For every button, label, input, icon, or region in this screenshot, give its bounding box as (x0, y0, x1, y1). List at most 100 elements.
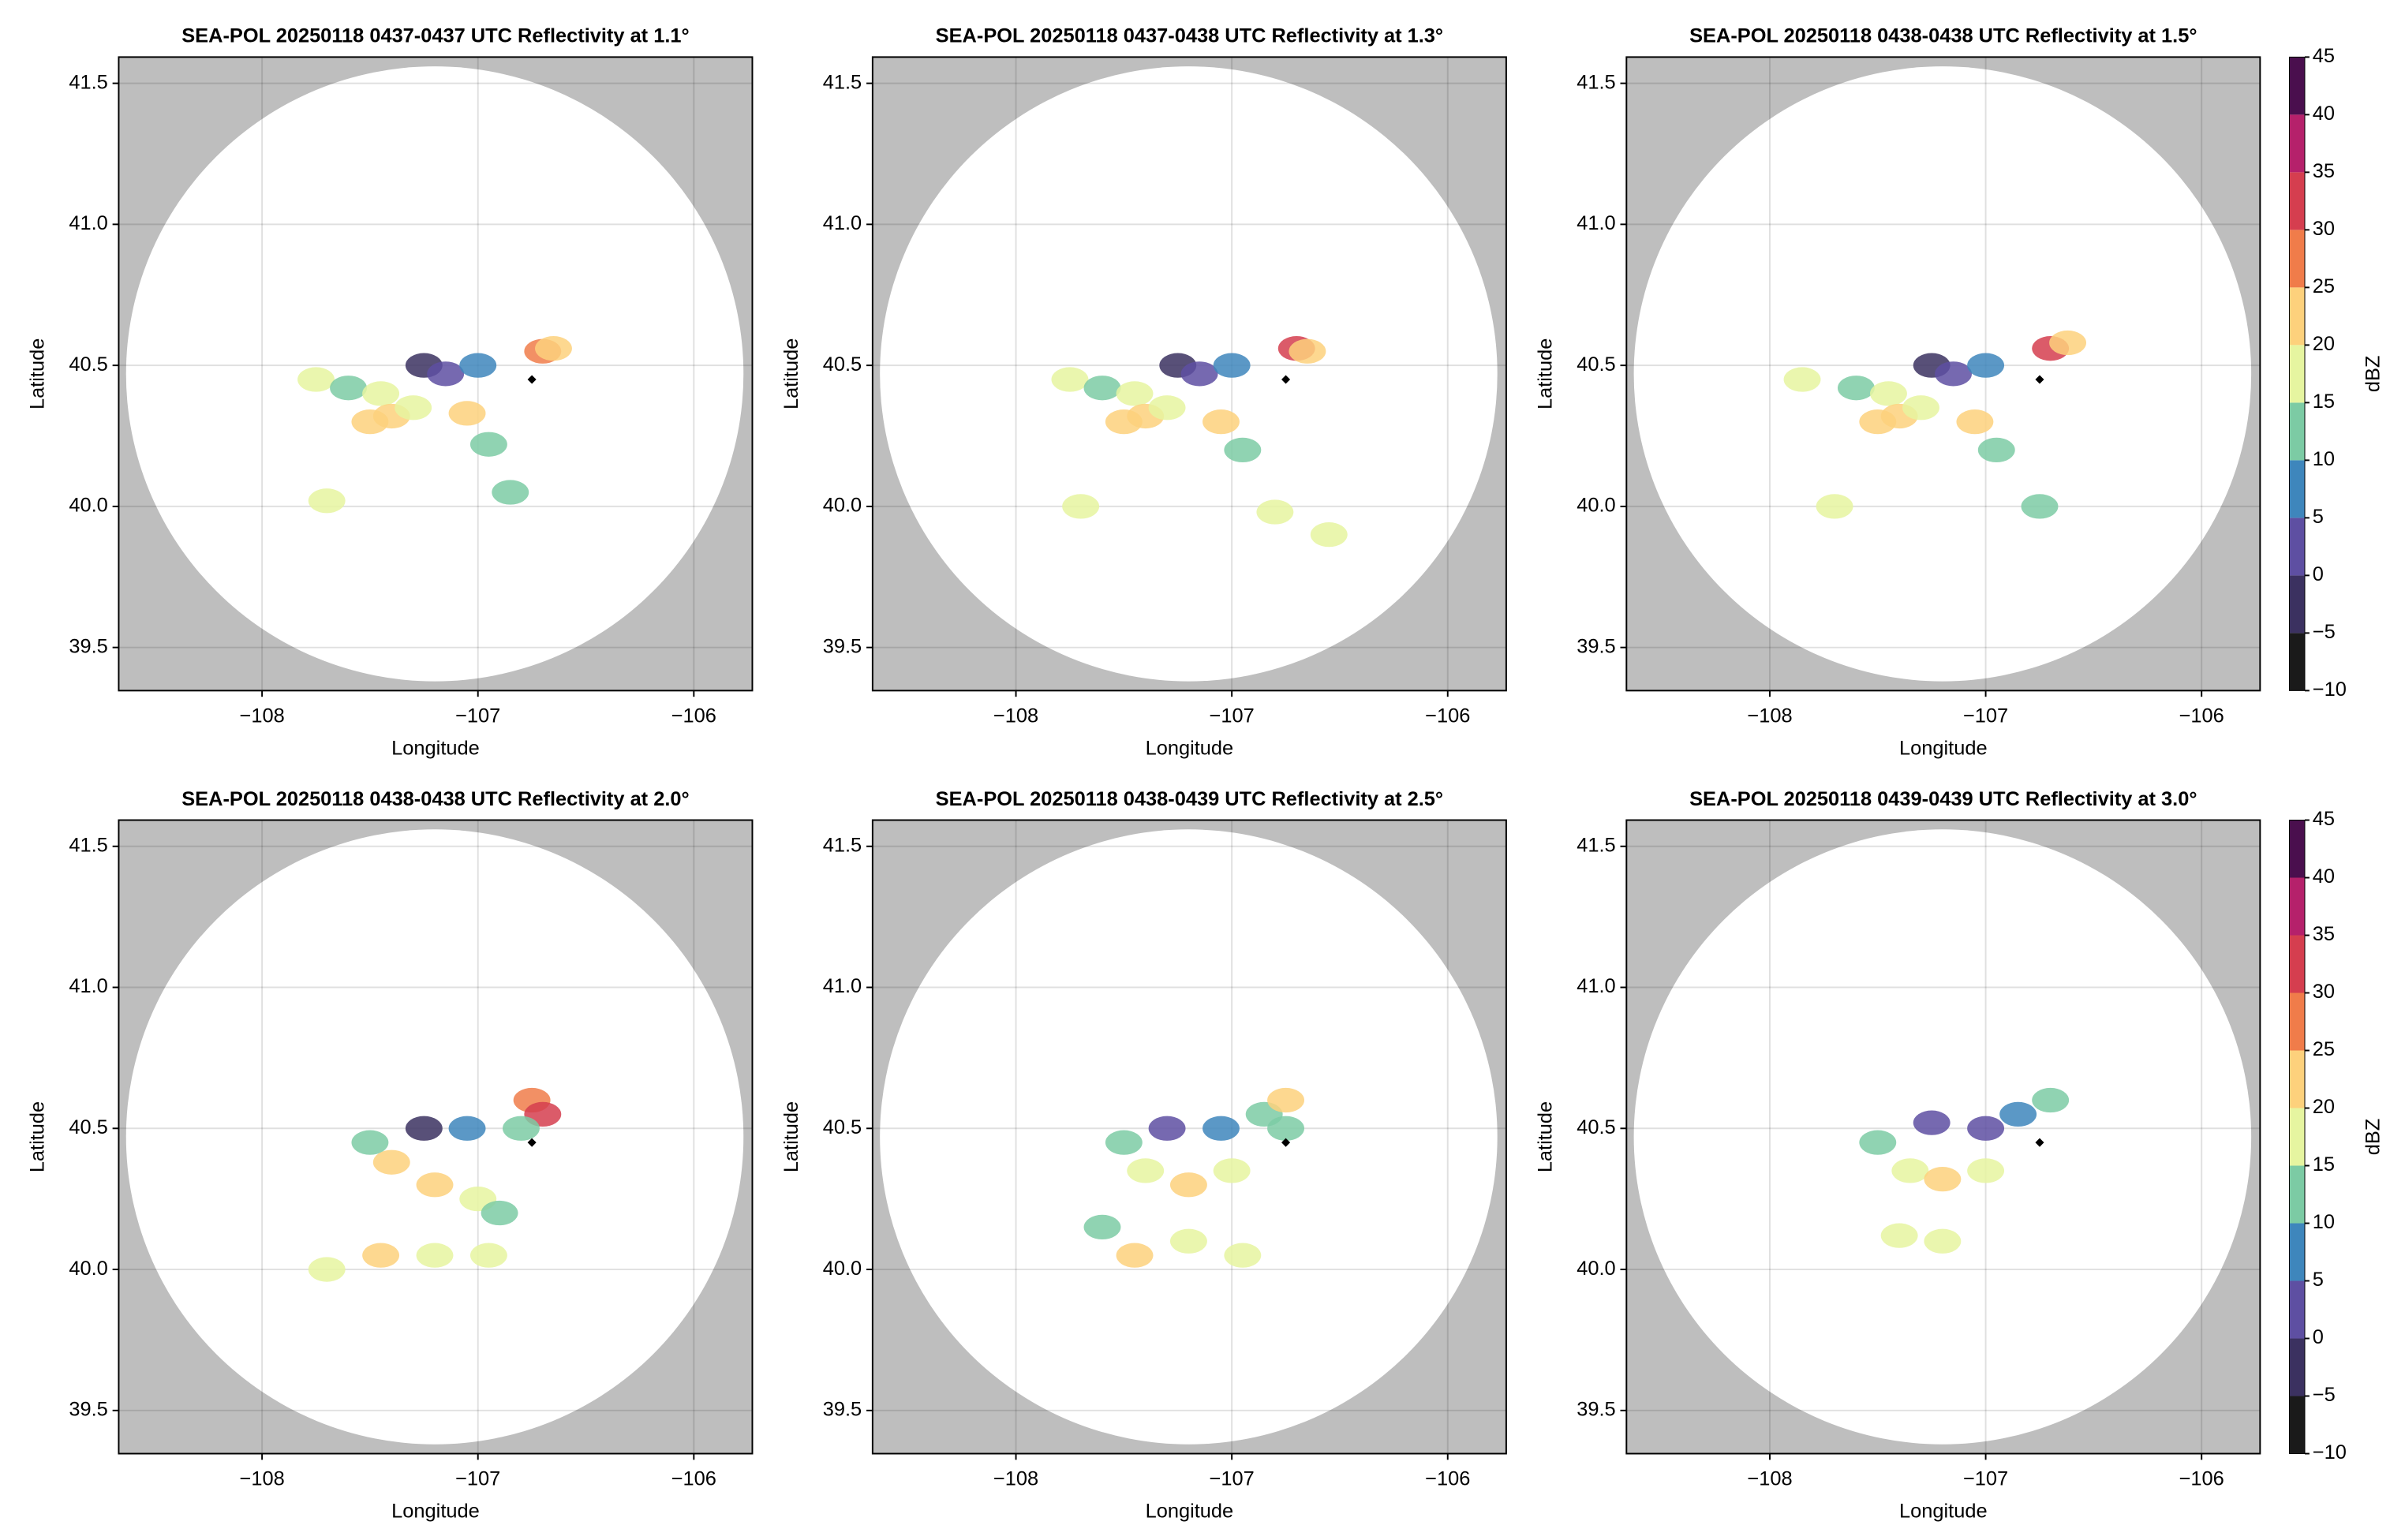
y-tick-label: 41.0 (1577, 975, 1615, 997)
echo (351, 409, 389, 435)
chart-title: SEA-POL 20250118 0438-0438 UTC Reflectiv… (1689, 25, 2197, 47)
colorbar-frame (2288, 56, 2306, 691)
y-tick-label: 41.0 (823, 212, 862, 234)
echo (1116, 1243, 1154, 1268)
colorbar-tick-label: 20 (2313, 333, 2335, 355)
echo (1105, 1130, 1143, 1155)
plot-area (1626, 820, 2261, 1454)
echo (330, 376, 368, 401)
echo (1924, 1228, 1962, 1254)
echo (1127, 1158, 1165, 1183)
axes-frame (118, 56, 754, 692)
x-tick-label: −106 (2179, 705, 2224, 727)
coverage-disk (1633, 829, 2252, 1445)
echo (308, 1257, 346, 1282)
echo (308, 488, 346, 514)
x-tick-label: −108 (993, 705, 1038, 727)
y-tick-label: 40.0 (1577, 495, 1615, 517)
echo (1202, 409, 1240, 435)
y-axis-label: Latitude (780, 1101, 802, 1172)
colorbar-segment (2289, 1396, 2305, 1454)
x-tick-label: −107 (1963, 705, 2008, 727)
y-tick-label: 40.5 (69, 1116, 107, 1138)
axes-frame (1625, 819, 2261, 1455)
echo (1783, 367, 1821, 392)
colorbar-segment (2289, 287, 2305, 346)
y-tick-label: 40.0 (69, 1258, 107, 1280)
echo (351, 1130, 389, 1155)
x-tick-label: −107 (455, 1467, 500, 1490)
y-tick-label: 41.5 (1577, 71, 1615, 93)
colorbar-tick-label: 30 (2313, 218, 2335, 240)
colorbar-tick-label: −10 (2313, 1441, 2347, 1463)
radar-site (1281, 1138, 1291, 1147)
y-tick-label: 39.5 (69, 1399, 107, 1421)
colorbar-segment (2289, 57, 2305, 115)
y-tick-label: 39.5 (69, 635, 107, 657)
colorbar-segment (2289, 460, 2305, 518)
echo (1935, 361, 1972, 387)
colorbar-segment (2289, 820, 2305, 878)
colorbar-tick-label: 25 (2313, 1038, 2335, 1060)
colorbar-segment (2289, 1108, 2305, 1166)
echo (1891, 1158, 1929, 1183)
echo (448, 401, 486, 426)
echo (1169, 1228, 1207, 1254)
x-tick-label: −107 (1210, 1467, 1255, 1490)
radar-site (527, 375, 537, 384)
echo (1202, 1116, 1240, 1141)
colorbar-segment (2289, 518, 2305, 576)
colorbar-tick-label: 10 (2313, 1211, 2335, 1233)
colorbar-tick-label: 25 (2313, 275, 2335, 297)
echo (1083, 376, 1121, 401)
y-tick-label: 40.5 (1577, 353, 1615, 376)
x-tick-label: −108 (993, 1467, 1038, 1490)
echo (1913, 1110, 1951, 1135)
colorbar-segment (2289, 345, 2305, 403)
x-axis-label: Longitude (1146, 737, 1234, 759)
colorbar-segment (2289, 575, 2305, 634)
chart-title: SEA-POL 20250118 0437-0438 UTC Reflectiv… (936, 25, 1443, 47)
echo (2049, 330, 2087, 356)
echo (1859, 409, 1897, 435)
plot-area (1626, 57, 2261, 691)
echo (1837, 376, 1875, 401)
echo (1870, 381, 1907, 406)
echo (362, 381, 400, 406)
y-tick-label: 39.5 (1577, 1399, 1615, 1421)
axes-frame (118, 819, 754, 1455)
echo (469, 432, 507, 457)
echo (362, 1243, 400, 1268)
y-tick-label: 41.0 (1577, 212, 1615, 234)
echo (1256, 499, 1294, 525)
echo (405, 1116, 443, 1141)
colorbar-frame (2288, 820, 2306, 1455)
colorbar-tick-label: −5 (2313, 621, 2336, 643)
colorbar-tick-label: 15 (2313, 391, 2335, 413)
plot-area (118, 57, 753, 691)
echo (502, 1116, 540, 1141)
y-tick-label: 40.5 (823, 1116, 862, 1138)
echo (1902, 395, 1939, 421)
echo (492, 480, 529, 505)
x-tick-label: −106 (1425, 705, 1470, 727)
y-tick-label: 41.0 (69, 212, 107, 234)
echo (1967, 1116, 2005, 1141)
colorbar-segment (2289, 1280, 2305, 1339)
x-tick-label: −108 (1747, 1467, 1792, 1490)
colorbar-label: dBZ (2362, 1119, 2384, 1156)
y-tick-label: 40.0 (69, 495, 107, 517)
x-tick-label: −106 (671, 1467, 716, 1490)
y-tick-label: 40.5 (1577, 1116, 1615, 1138)
colorbar-segment (2289, 1223, 2305, 1281)
x-axis-label: Longitude (391, 737, 480, 759)
echo (1267, 1087, 1305, 1113)
echo (1924, 1167, 1962, 1192)
y-tick-label: 40.0 (823, 495, 862, 517)
echo (427, 361, 465, 387)
echo (416, 1243, 454, 1268)
y-tick-label: 41.5 (823, 71, 862, 93)
chart-title: SEA-POL 20250118 0437-0437 UTC Reflectiv… (181, 25, 689, 47)
x-tick-label: −107 (1963, 1467, 2008, 1490)
